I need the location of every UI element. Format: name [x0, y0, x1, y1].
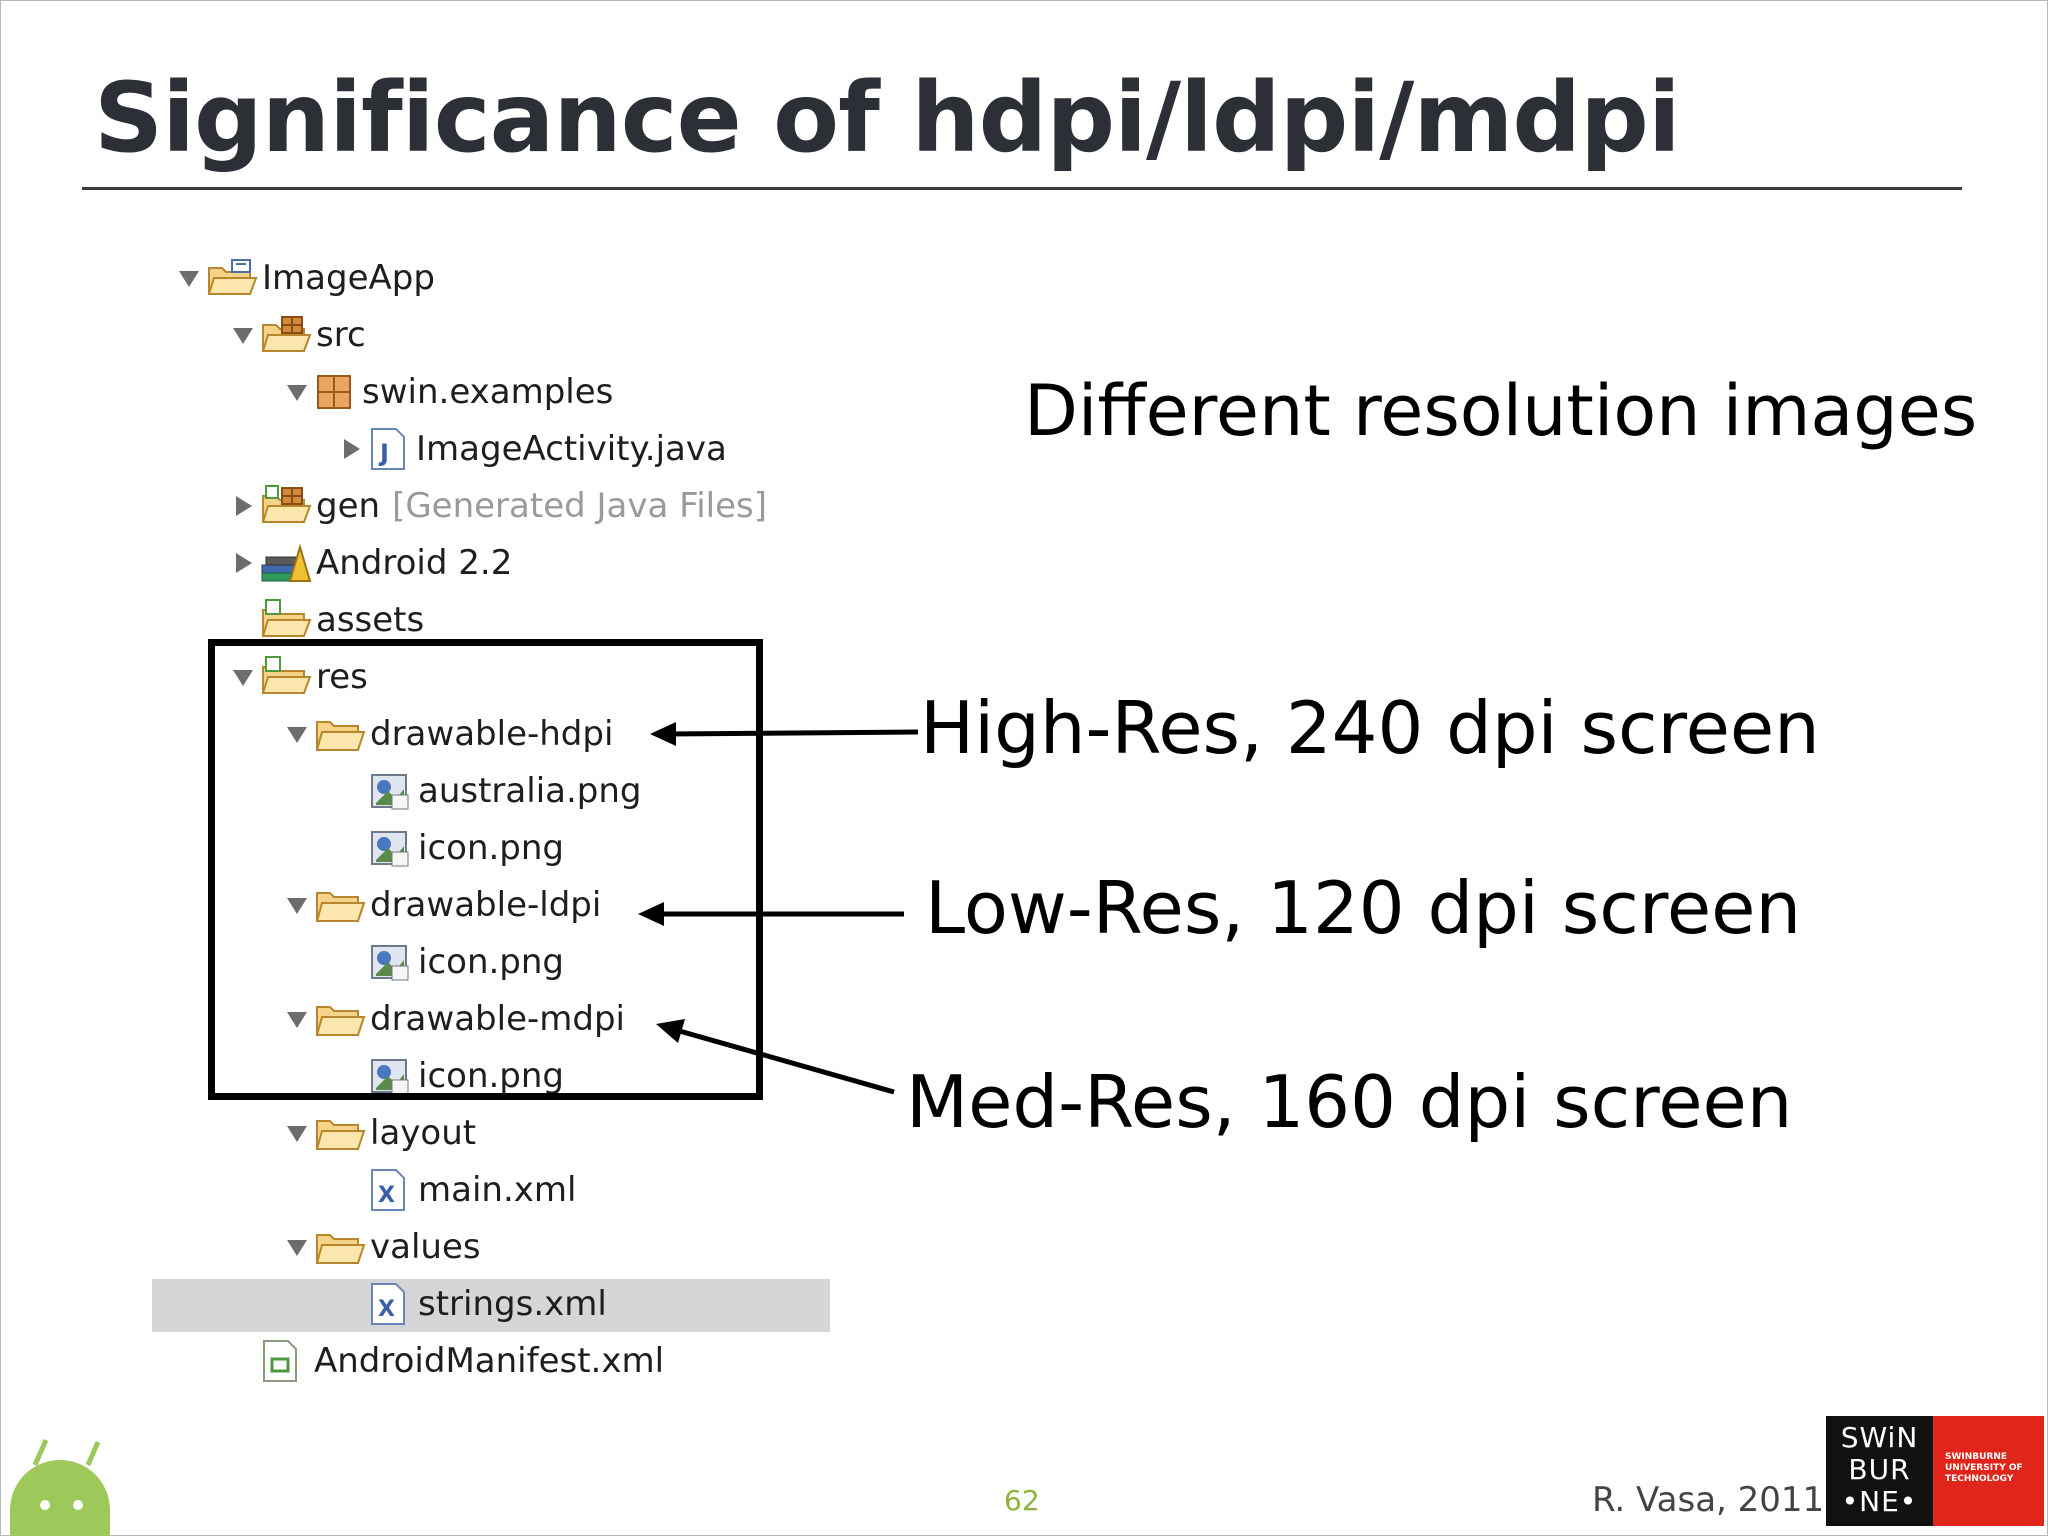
no-twisty: [230, 1346, 256, 1376]
different-resolution-caption: Different resolution images: [1024, 370, 1978, 452]
tree-item-res[interactable]: res: [230, 653, 368, 701]
tree-item-gen[interactable]: gen [Generated Java Files]: [230, 482, 767, 530]
tree-item-swin-examples[interactable]: swin.examples: [284, 368, 613, 416]
java-file-icon: J: [368, 427, 412, 471]
swinburne-logo-text: SWINBURNE UNIVERSITY OF TECHNOLOGY: [1933, 1416, 2044, 1526]
expanded-twisty-icon[interactable]: [284, 1118, 310, 1148]
tree-item-androidmanifest-xml[interactable]: AndroidManifest.xml: [230, 1337, 664, 1385]
library-icon: [260, 541, 312, 585]
expanded-twisty-icon[interactable]: [230, 662, 256, 692]
android-robot-icon: [10, 1438, 110, 1536]
svg-text:J: J: [378, 439, 389, 467]
tree-item-icon-png-hdpi[interactable]: icon.png: [338, 824, 564, 872]
tree-item-android-library[interactable]: Android 2.2: [230, 539, 512, 587]
low-res-annotation: Low-Res, 120 dpi screen: [925, 866, 1802, 950]
tree-item-assets[interactable]: assets: [230, 596, 424, 644]
no-twisty: [230, 605, 256, 635]
selection-highlight: [152, 1279, 830, 1332]
folder-icon: [314, 1111, 366, 1155]
svg-text:X: X: [378, 1183, 395, 1208]
expanded-twisty-icon[interactable]: [230, 320, 256, 350]
tree-item-australia-png[interactable]: australia.png: [338, 767, 642, 815]
folder-icon: [314, 883, 366, 927]
high-res-annotation: High-Res, 240 dpi screen: [920, 686, 1820, 770]
tree-item-drawable-hdpi[interactable]: drawable-hdpi: [284, 710, 613, 758]
slide-title: Significance of hdpi/ldpi/mdpi: [94, 62, 1681, 174]
svg-text:X: X: [378, 1297, 395, 1322]
image-file-icon: [368, 826, 414, 870]
package-icon: [314, 370, 358, 414]
tree-item-src[interactable]: src: [230, 311, 366, 359]
xml-file-icon: X: [368, 1168, 414, 1212]
expanded-twisty-icon[interactable]: [284, 1232, 310, 1262]
collapsed-twisty-icon[interactable]: [338, 434, 364, 464]
author-credit: R. Vasa, 2011: [1592, 1480, 1825, 1520]
project-explorer-tree: ImageApp src swin.examples J ImageActivi…: [0, 0, 900, 1420]
no-twisty: [338, 1175, 364, 1205]
swinburne-logo-wordmark: SWiN BUR •NE•: [1826, 1416, 1933, 1526]
tree-item-layout[interactable]: layout: [284, 1109, 476, 1157]
page-number: 62: [1004, 1484, 1040, 1517]
tree-item-drawable-ldpi[interactable]: drawable-ldpi: [284, 881, 601, 929]
manifest-file-icon: [260, 1339, 310, 1383]
expanded-twisty-icon[interactable]: [284, 890, 310, 920]
tree-item-drawable-mdpi[interactable]: drawable-mdpi: [284, 995, 625, 1043]
collapsed-twisty-icon[interactable]: [230, 491, 256, 521]
tree-item-icon-png-ldpi[interactable]: icon.png: [338, 938, 564, 986]
swinburne-logo: SWiN BUR •NE• SWINBURNE UNIVERSITY OF TE…: [1826, 1416, 2044, 1526]
image-file-icon: [368, 769, 414, 813]
folder-icon: [314, 997, 366, 1041]
tree-item-imageapp[interactable]: ImageApp: [176, 254, 435, 302]
resource-folder-icon: [260, 655, 312, 699]
xml-file-icon: X: [368, 1282, 414, 1326]
project-folder-icon: [206, 256, 258, 300]
expanded-twisty-icon[interactable]: [284, 1004, 310, 1034]
source-folder-icon: [260, 313, 312, 357]
tree-item-icon-png-mdpi[interactable]: icon.png: [338, 1052, 564, 1100]
folder-icon: [314, 1225, 366, 1269]
tree-item-main-xml[interactable]: X main.xml: [338, 1166, 576, 1214]
no-twisty: [338, 1289, 364, 1319]
collapsed-twisty-icon[interactable]: [230, 548, 256, 578]
generated-folder-icon: [260, 484, 312, 528]
med-res-annotation: Med-Res, 160 dpi screen: [906, 1060, 1793, 1144]
tree-item-values[interactable]: values: [284, 1223, 481, 1271]
expanded-twisty-icon[interactable]: [284, 377, 310, 407]
folder-icon: [314, 712, 366, 756]
image-file-icon: [368, 1054, 414, 1098]
resource-folder-icon: [260, 598, 312, 642]
tree-item-strings-xml[interactable]: X strings.xml: [338, 1280, 607, 1328]
expanded-twisty-icon[interactable]: [284, 719, 310, 749]
res-highlight-box: [208, 639, 763, 1100]
expanded-twisty-icon[interactable]: [176, 263, 202, 293]
tree-item-imageactivity-java[interactable]: J ImageActivity.java: [338, 425, 727, 473]
title-divider: [82, 187, 1962, 190]
image-file-icon: [368, 940, 414, 984]
